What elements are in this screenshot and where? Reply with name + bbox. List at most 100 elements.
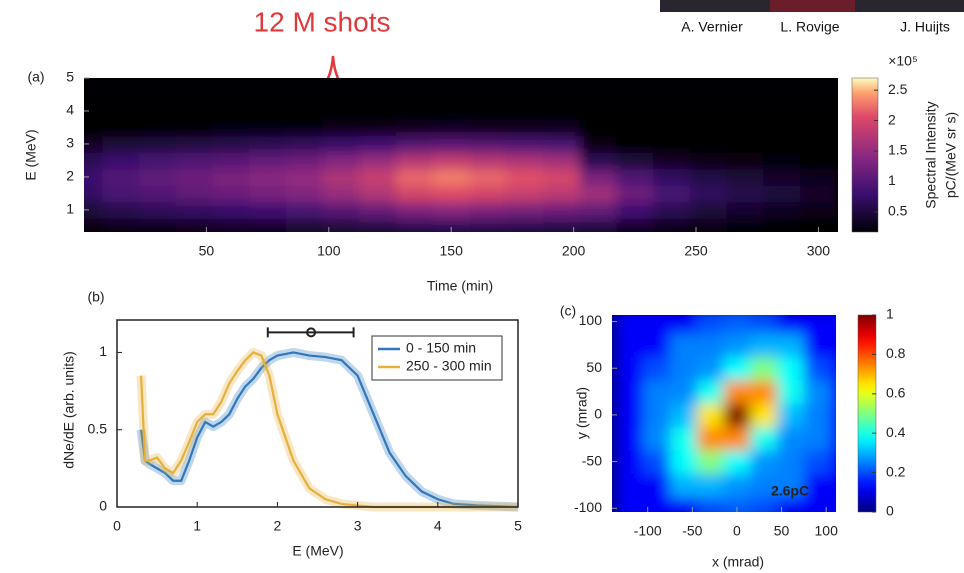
heatmap-cell xyxy=(322,185,361,203)
y-tick-label: 50 xyxy=(586,359,602,375)
heatmap-cell xyxy=(285,119,324,137)
heatmap-cell xyxy=(689,119,728,137)
heatmap-cell xyxy=(800,218,838,232)
heatmap-cell xyxy=(543,218,581,232)
heatmap-cell xyxy=(777,426,805,451)
panel-label: (b) xyxy=(87,289,104,305)
heatmap-cell xyxy=(432,152,471,170)
heatmap-cell xyxy=(249,168,287,186)
heatmap-cell xyxy=(359,201,397,219)
heatmap-cell xyxy=(643,333,671,358)
beam-charge: 2.6pC xyxy=(771,483,809,499)
series-line xyxy=(139,351,519,509)
heatmap-cell xyxy=(175,102,214,120)
heatmap-cell xyxy=(750,315,778,334)
heatmap-cell xyxy=(696,315,725,334)
colorbar-tick-label: 0.6 xyxy=(886,385,906,401)
heatmap-cell xyxy=(723,473,751,498)
heatmap-cell xyxy=(139,119,177,137)
heatmap-cell xyxy=(750,449,778,474)
heatmap-cell xyxy=(763,152,801,170)
shots-annotation: 12 M shots xyxy=(254,6,391,37)
heatmap-cell xyxy=(249,218,287,232)
heatmap-cell xyxy=(653,102,691,120)
heatmap-cell xyxy=(763,185,801,203)
heatmap-cell xyxy=(506,168,544,186)
heatmap-cell xyxy=(84,102,103,120)
heatmap-cell xyxy=(723,403,751,428)
heatmap-cell xyxy=(212,152,250,170)
heatmap-cell xyxy=(285,135,324,153)
heatmap-cell xyxy=(102,218,140,232)
heatmap-cell xyxy=(212,135,250,153)
heatmap-cell xyxy=(670,449,698,474)
y-tick-label: 0 xyxy=(99,498,107,514)
heatmap-cell xyxy=(285,201,324,219)
heatmap-cell xyxy=(506,218,544,232)
heatmap-cell xyxy=(322,168,361,186)
heatmap-cell xyxy=(763,102,801,120)
heatmap-cell xyxy=(432,168,471,186)
heatmap-cell xyxy=(670,426,698,451)
heatmap-cell xyxy=(139,218,177,232)
x-tick-label: 5 xyxy=(514,518,522,534)
heatmap-cell xyxy=(616,102,654,120)
heatmap-cell xyxy=(830,379,836,404)
x-tick-label: 1 xyxy=(193,518,201,534)
heatmap-cell xyxy=(469,119,507,137)
y-axis-label: y (mrad) xyxy=(574,387,590,439)
x-tick-label: 0 xyxy=(733,523,741,539)
heatmap-cell xyxy=(763,135,801,153)
heatmap-cell xyxy=(322,119,361,137)
heatmap-cell xyxy=(777,379,805,404)
heatmap-cell xyxy=(175,185,214,203)
person-name: A. Vernier xyxy=(681,19,743,35)
heatmap-cell xyxy=(726,201,764,219)
heatmap-cell xyxy=(506,152,544,170)
y-tick-label: 3 xyxy=(66,135,74,151)
heatmap-cell xyxy=(616,379,644,404)
y-tick-label: 1 xyxy=(99,343,107,359)
heatmap-cell xyxy=(506,135,544,153)
heatmap-cell xyxy=(175,152,214,170)
heatmap-cell xyxy=(579,218,618,232)
heatmap-cell xyxy=(579,168,618,186)
heatmap-cell xyxy=(830,403,836,428)
heatmap-cell xyxy=(830,496,836,512)
heatmap-cell xyxy=(616,168,654,186)
x-tick-label: 250 xyxy=(684,243,708,259)
heatmap-cell xyxy=(689,102,728,120)
colorbar-tick-label: 0.2 xyxy=(886,463,906,479)
colorbar-tick-label: 0 xyxy=(886,503,894,519)
heatmap-cell xyxy=(543,185,581,203)
heatmap-cell xyxy=(653,152,691,170)
x-tick-label: 0 xyxy=(113,518,121,534)
colorbar-tick-label: 0.8 xyxy=(886,345,906,361)
heatmap-cell xyxy=(469,135,507,153)
heatmap-cell xyxy=(359,102,397,120)
heatmap-cell xyxy=(800,135,838,153)
heatmap-cell xyxy=(800,185,838,203)
heatmap-cell xyxy=(643,379,671,404)
heatmap xyxy=(612,315,836,512)
heatmap-cell xyxy=(830,426,836,451)
heatmap-cell xyxy=(830,473,836,498)
heatmap-cell xyxy=(800,201,838,219)
heatmap-cell xyxy=(723,496,751,512)
heatmap-cell xyxy=(723,379,751,404)
heatmap-cell xyxy=(726,152,764,170)
heatmap-cell xyxy=(723,356,751,381)
heatmap-cell xyxy=(102,135,140,153)
heatmap-cell xyxy=(689,218,728,232)
heatmap-cell xyxy=(777,333,805,358)
heatmap-cell xyxy=(696,403,725,428)
heatmap-cell xyxy=(777,356,805,381)
heatmap-cell xyxy=(102,185,140,203)
legend-label: 250 - 300 min xyxy=(406,358,492,374)
heatmap-cell xyxy=(803,449,832,474)
heatmap-cell xyxy=(726,185,764,203)
heatmap-cell xyxy=(285,168,324,186)
x-axis-label: x (mrad) xyxy=(712,554,764,570)
